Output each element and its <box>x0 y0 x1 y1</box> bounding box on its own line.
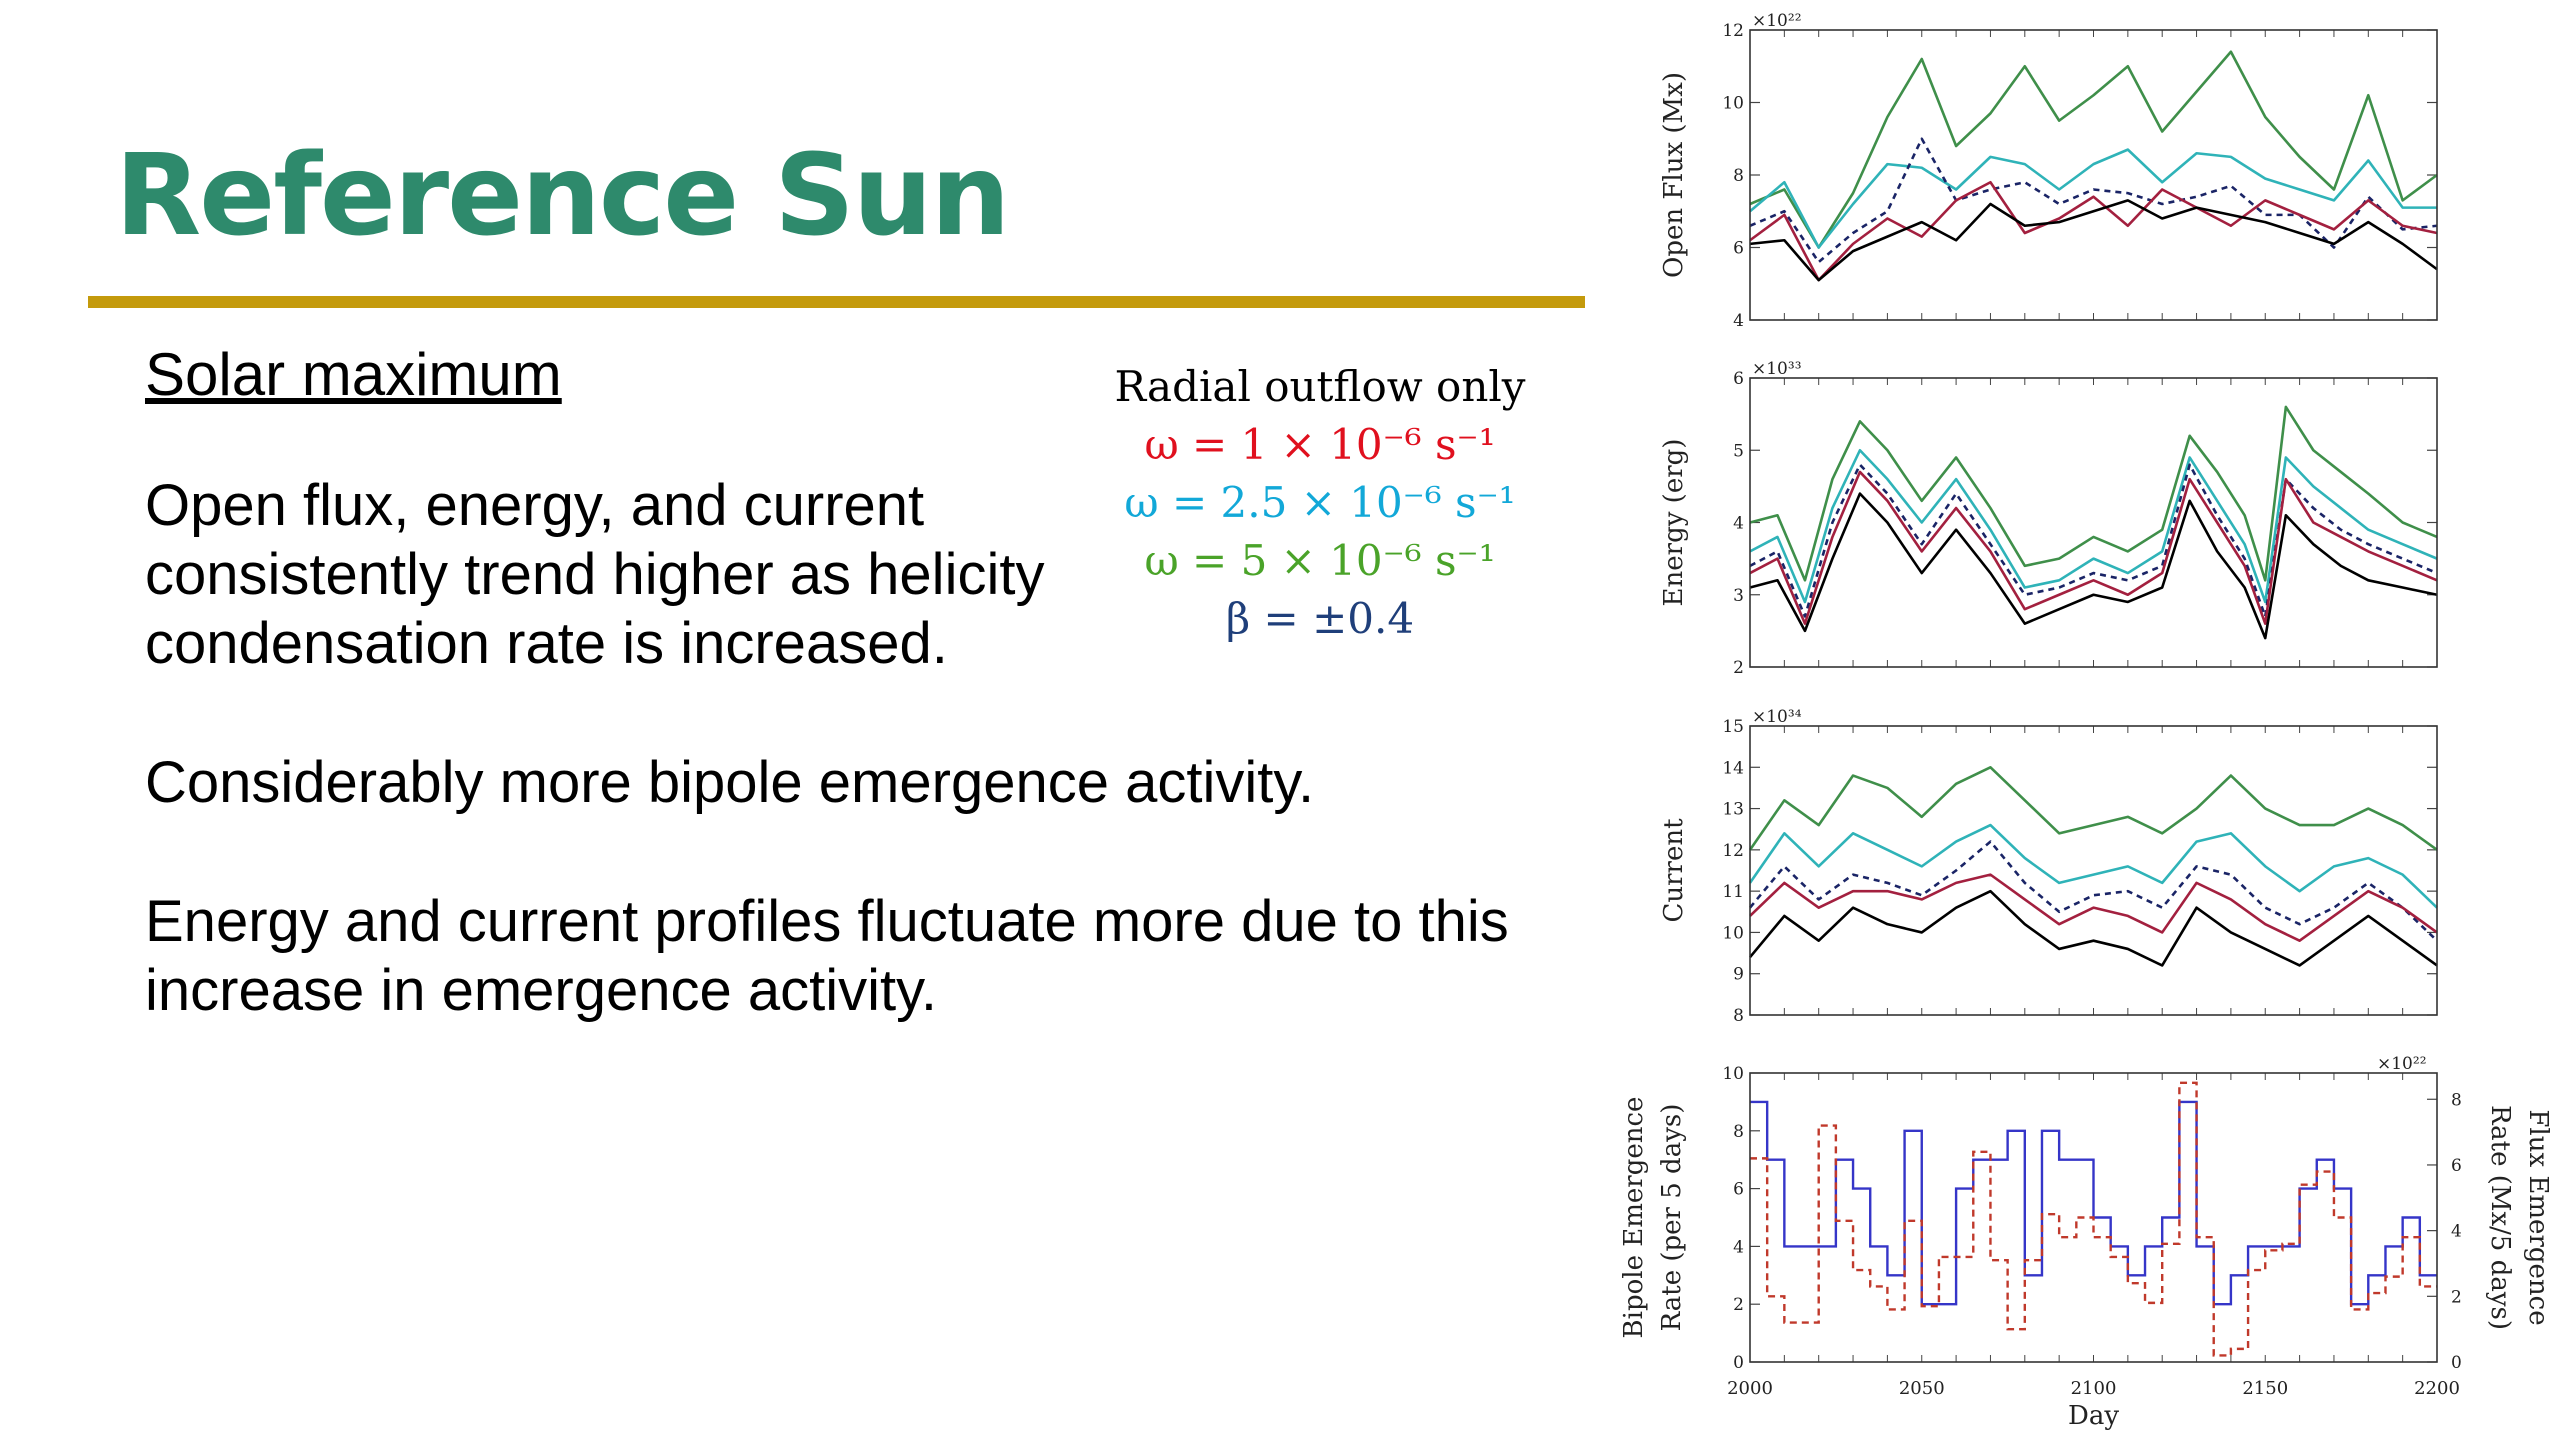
y-tick-label: 9 <box>1733 965 1744 985</box>
y2-multiplier-label: ×10²² <box>2377 1054 2427 1074</box>
y-tick-label: 10 <box>1722 923 1744 943</box>
legend: Radial outflow only ω = 1 × 10⁻⁶ s⁻¹ ω =… <box>1060 358 1580 648</box>
series-line-red <box>1749 470 2438 625</box>
y-axis-label-line: Bipole Emergence <box>1619 1097 1649 1339</box>
y-tick-label: 14 <box>1722 758 1744 778</box>
y-tick-label: 0 <box>1733 1353 1744 1373</box>
y-tick-label: 2 <box>1733 658 1744 678</box>
series-line-teal <box>1749 148 2437 249</box>
y-tick-label: 8 <box>1733 166 1744 186</box>
x-tick-label: 2200 <box>2414 1378 2460 1399</box>
y-tick-label: 13 <box>1722 800 1744 820</box>
chart-panel-1: 4 6 8 10 12 ×10²² Open Flux (Mx) <box>1659 11 2438 331</box>
y-tick-label: 8 <box>1733 1122 1744 1142</box>
y-tick-label: 10 <box>1722 94 1744 114</box>
y-tick-label: 4 <box>1733 311 1744 331</box>
paragraph-2: Considerably more bipole emergence activ… <box>145 750 1315 815</box>
y-tick-label: 15 <box>1722 717 1744 737</box>
y-tick-label: 2 <box>1733 1295 1744 1315</box>
y-tick-label: 6 <box>1733 369 1744 389</box>
y-tick-label: 4 <box>1733 514 1744 534</box>
paragraph-1: Open flux, energy, and current consisten… <box>145 473 1045 676</box>
slide-title: Reference Sun <box>115 131 1010 261</box>
series-line-navy-dashed <box>1749 137 2438 264</box>
y-multiplier-label: ×10²² <box>1752 11 1802 31</box>
y2-tick-label: 8 <box>2451 1090 2462 1110</box>
y-tick-label: 12 <box>1722 841 1744 861</box>
y2-tick-label: 6 <box>2451 1156 2462 1176</box>
y-tick-label: 3 <box>1733 586 1744 606</box>
y-axis-label-line: Rate (per 5 days) <box>1657 1104 1687 1332</box>
plot-frame <box>1749 29 2438 321</box>
series-line-black <box>1749 492 2438 640</box>
y-tick-label: 11 <box>1722 882 1744 902</box>
chart-panel-4: 0 2 4 6 8 10 0 2 4 6 8 2000 2050 2100 2150 2200 Day ×10²²… <box>1619 1054 2553 1431</box>
series-line-black <box>1749 199 2438 282</box>
y-multiplier-label: ×10³³ <box>1752 359 1802 379</box>
x-axis-label: Day <box>2068 1401 2119 1431</box>
y-axis-label: Open Flux (Mx) <box>1659 72 1689 278</box>
series-line-green <box>1748 765 2438 851</box>
series-line-navy-dashed <box>1749 840 2438 942</box>
series-line-teal <box>1749 448 2438 604</box>
y-tick-label: 6 <box>1733 239 1744 259</box>
series-line-bipole-emergence-rate <box>1750 1100 2437 1306</box>
paragraph-3: Energy and current profiles fluctuate mo… <box>145 889 1509 1023</box>
series-line-teal <box>1748 823 2438 909</box>
title-rule <box>88 296 1585 308</box>
legend-item-omega-2-5: ω = 2.5 × 10⁻⁶ s⁻¹ <box>1124 478 1516 527</box>
legend-item-beta: β = ±0.4 <box>1225 594 1415 643</box>
plot-frame <box>1749 1072 2438 1363</box>
y-tick-label: 8 <box>1733 1006 1744 1026</box>
series-line-red <box>1749 873 2438 942</box>
series-line-green <box>1749 405 2438 582</box>
y-tick-label: 6 <box>1733 1180 1744 1200</box>
y-tick-label: 4 <box>1733 1237 1744 1257</box>
plot-frame <box>1749 377 2438 668</box>
y-tick-label: 12 <box>1722 21 1744 41</box>
y2-tick-label: 2 <box>2451 1287 2462 1307</box>
x-tick-label: 2000 <box>1727 1378 1773 1399</box>
legend-heading: Radial outflow only <box>1114 362 1526 411</box>
legend-item-omega-1: ω = 1 × 10⁻⁶ s⁻¹ <box>1144 420 1496 469</box>
legend-item-omega-5: ω = 5 × 10⁻⁶ s⁻¹ <box>1144 536 1496 585</box>
series-line-black <box>1749 889 2438 967</box>
x-tick-label: 2100 <box>2071 1378 2117 1399</box>
chart-panel-3: 8 9 10 11 12 13 14 15 ×10³⁴ Current <box>1659 707 2438 1026</box>
subheading: Solar maximum <box>145 341 562 408</box>
y-tick-label: 5 <box>1733 441 1744 461</box>
series-line-green <box>1749 50 2438 249</box>
chart-panel-2: 2 3 4 5 6 ×10³³ Energy (erg) <box>1659 359 2438 678</box>
y-tick-label: 10 <box>1722 1064 1744 1084</box>
y-axis-label: Current <box>1659 818 1689 923</box>
y-axis-label: Energy (erg) <box>1659 439 1689 607</box>
series-line-red <box>1749 180 2438 282</box>
y2-axis-label-line: Rate (Mx/5 days) <box>2485 1105 2515 1330</box>
y2-tick-label: 4 <box>2451 1222 2462 1242</box>
plot-frame <box>1749 725 2438 1016</box>
series-line-flux-emergence-rate <box>1750 1081 2437 1357</box>
y2-tick-label: 0 <box>2451 1353 2462 1373</box>
x-tick-label: 2050 <box>1899 1378 1945 1399</box>
x-tick-label: 2150 <box>2242 1378 2288 1399</box>
body-text: Solar maximum Open flux, energy, and cur… <box>145 340 1565 1095</box>
y2-axis-label-line: Flux Emergence <box>2523 1109 2553 1325</box>
y-multiplier-label: ×10³⁴ <box>1752 707 1802 727</box>
